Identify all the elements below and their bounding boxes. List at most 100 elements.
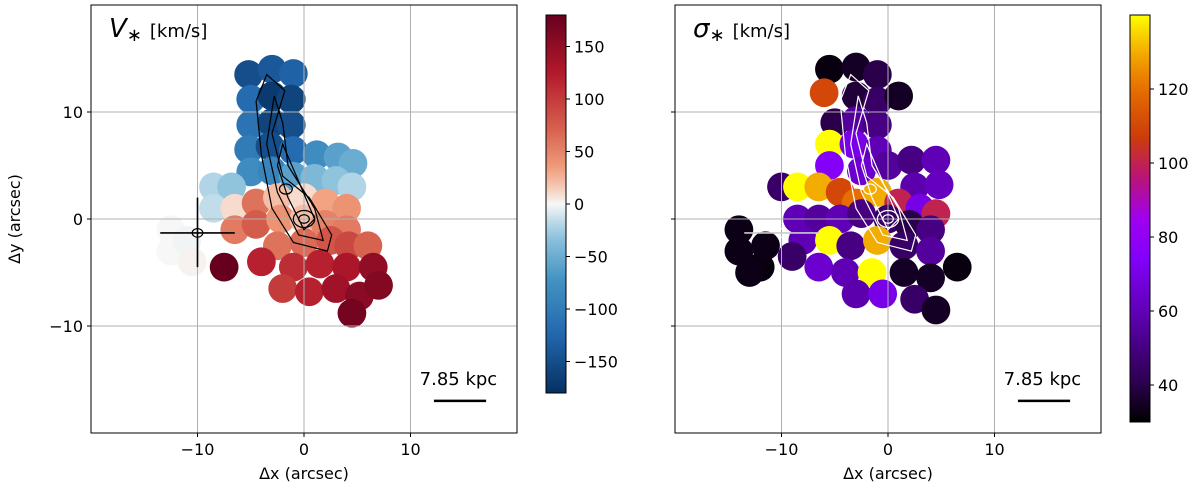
data-bin-31 bbox=[241, 209, 271, 239]
colorbar-tick-label-2: 80 bbox=[1158, 228, 1178, 247]
data-bin-48 bbox=[294, 277, 324, 307]
data-bin-48 bbox=[916, 263, 945, 293]
colorbar-tick-label-2: 50 bbox=[574, 143, 594, 162]
data-bin-17 bbox=[921, 145, 951, 175]
data-bin-35 bbox=[916, 215, 945, 245]
title-subscript: ∗ bbox=[127, 25, 142, 46]
data-bin-11 bbox=[839, 129, 869, 159]
y-tick-label-2: 10 bbox=[63, 103, 83, 122]
y-tick-label-0: −10 bbox=[49, 317, 83, 336]
data-bin-45 bbox=[332, 252, 361, 282]
x-tick-label-0: −10 bbox=[181, 440, 215, 459]
companion-marker bbox=[160, 197, 235, 268]
colorbar-tick-label-0: 150 bbox=[574, 38, 605, 57]
data-bin-2 bbox=[278, 59, 308, 88]
data-bin-13 bbox=[815, 151, 844, 180]
contour-2 bbox=[276, 142, 316, 231]
data-bin-49 bbox=[942, 252, 972, 282]
data-bin-2 bbox=[862, 60, 892, 89]
data-bin-3 bbox=[809, 78, 839, 108]
colorbar-tick-label-1: 100 bbox=[574, 90, 605, 109]
data-bin-9 bbox=[234, 135, 263, 164]
contour-knot-2 bbox=[862, 183, 877, 195]
data-bin-41 bbox=[916, 236, 945, 266]
data-bin-10 bbox=[815, 129, 844, 159]
x-tick-label-1: 0 bbox=[299, 440, 309, 459]
data-bin-40 bbox=[889, 231, 919, 261]
data-bin-53 bbox=[921, 295, 951, 325]
x-tick-label-1: 0 bbox=[883, 440, 893, 459]
colorbar-gradient bbox=[545, 14, 567, 394]
colorbar-gradient bbox=[1129, 14, 1151, 423]
data-bin-0 bbox=[815, 54, 844, 84]
contour-2 bbox=[860, 142, 900, 231]
data-bin-3 bbox=[236, 84, 266, 114]
contour-knot-1 bbox=[882, 214, 894, 224]
data-bin-51 bbox=[364, 270, 393, 300]
data-bin-57 bbox=[735, 258, 764, 287]
data-bin-8 bbox=[276, 110, 306, 140]
data-bin-5 bbox=[276, 84, 306, 114]
scalebar-label: 7.85 kpc bbox=[1004, 369, 1082, 390]
colorbar-tick-label-6: −150 bbox=[574, 353, 618, 372]
isophote-contours bbox=[775, 73, 917, 252]
title-symbol: σ bbox=[693, 14, 711, 44]
colorbar-tick-label-5: −100 bbox=[574, 300, 618, 319]
data-bin-11 bbox=[278, 136, 308, 165]
colorbar-1: 150 100 50 0 −50 −100 −150 bbox=[545, 14, 618, 394]
plot-area-2 bbox=[675, 5, 1101, 433]
data-bin-51 bbox=[868, 279, 898, 309]
data-bins bbox=[156, 54, 393, 328]
colorbar-tick-label-3: 60 bbox=[1158, 302, 1178, 321]
contour-1 bbox=[266, 95, 325, 242]
contour-0 bbox=[255, 73, 333, 252]
x-tick-label-0: −10 bbox=[765, 440, 799, 459]
colorbar-2: 120 100 80 60 40 bbox=[1129, 14, 1189, 423]
data-bin-22 bbox=[217, 172, 246, 202]
data-bin-1 bbox=[257, 54, 287, 84]
colorbar-tick-label-4: −50 bbox=[574, 248, 608, 267]
colorbar-tick-label-4: 40 bbox=[1158, 376, 1178, 395]
colorbar-tick-label-3: 0 bbox=[574, 195, 584, 214]
x-axis-label: Δx (arcsec) bbox=[843, 464, 933, 483]
scalebar-label: 7.85 kpc bbox=[420, 369, 498, 390]
x-tick-label-2: 10 bbox=[400, 440, 420, 459]
data-bin-43 bbox=[278, 252, 308, 282]
data-bin-46 bbox=[857, 258, 887, 287]
data-bin-52 bbox=[900, 284, 930, 314]
data-bin-41 bbox=[209, 252, 239, 282]
panel-2: −10 0 10 Δx (arcsec) σ∗ [km/s] 7.85 kpc 120 100 8… bbox=[671, 4, 1189, 483]
data-bins bbox=[724, 52, 972, 325]
data-bin-47 bbox=[889, 258, 919, 287]
data-bin-9 bbox=[862, 110, 892, 140]
contour-knot-2 bbox=[278, 183, 293, 195]
contour-knot-0 bbox=[876, 209, 900, 229]
y-axis-label: Δy (arcsec) bbox=[5, 174, 24, 264]
data-bin-38 bbox=[836, 231, 866, 261]
data-bin-56 bbox=[751, 231, 780, 261]
isophote-contours bbox=[191, 73, 333, 252]
data-bin-54 bbox=[724, 215, 754, 245]
contour-knot-1 bbox=[298, 214, 310, 224]
data-bin-26 bbox=[262, 183, 292, 212]
colorbar-tick-label-0: 120 bbox=[1158, 80, 1189, 99]
title-subscript: ∗ bbox=[709, 25, 724, 46]
data-bin-44 bbox=[305, 249, 335, 279]
data-bin-56 bbox=[177, 247, 207, 277]
x-axis-label: Δx (arcsec) bbox=[259, 464, 349, 483]
title-unit: [km/s] bbox=[150, 21, 207, 42]
data-bin-47 bbox=[268, 274, 298, 303]
data-bin-42 bbox=[247, 247, 276, 277]
y-tick-label-1: 0 bbox=[73, 210, 83, 229]
x-tick-label-2: 10 bbox=[984, 440, 1004, 459]
data-bin-23 bbox=[199, 193, 228, 223]
data-bin-21 bbox=[783, 172, 812, 202]
data-bin-29 bbox=[332, 193, 361, 223]
data-bin-44 bbox=[804, 252, 834, 282]
title-symbol: V bbox=[109, 14, 129, 44]
data-bin-12 bbox=[302, 140, 332, 170]
contour-0 bbox=[839, 73, 917, 252]
data-bin-39 bbox=[862, 226, 892, 255]
